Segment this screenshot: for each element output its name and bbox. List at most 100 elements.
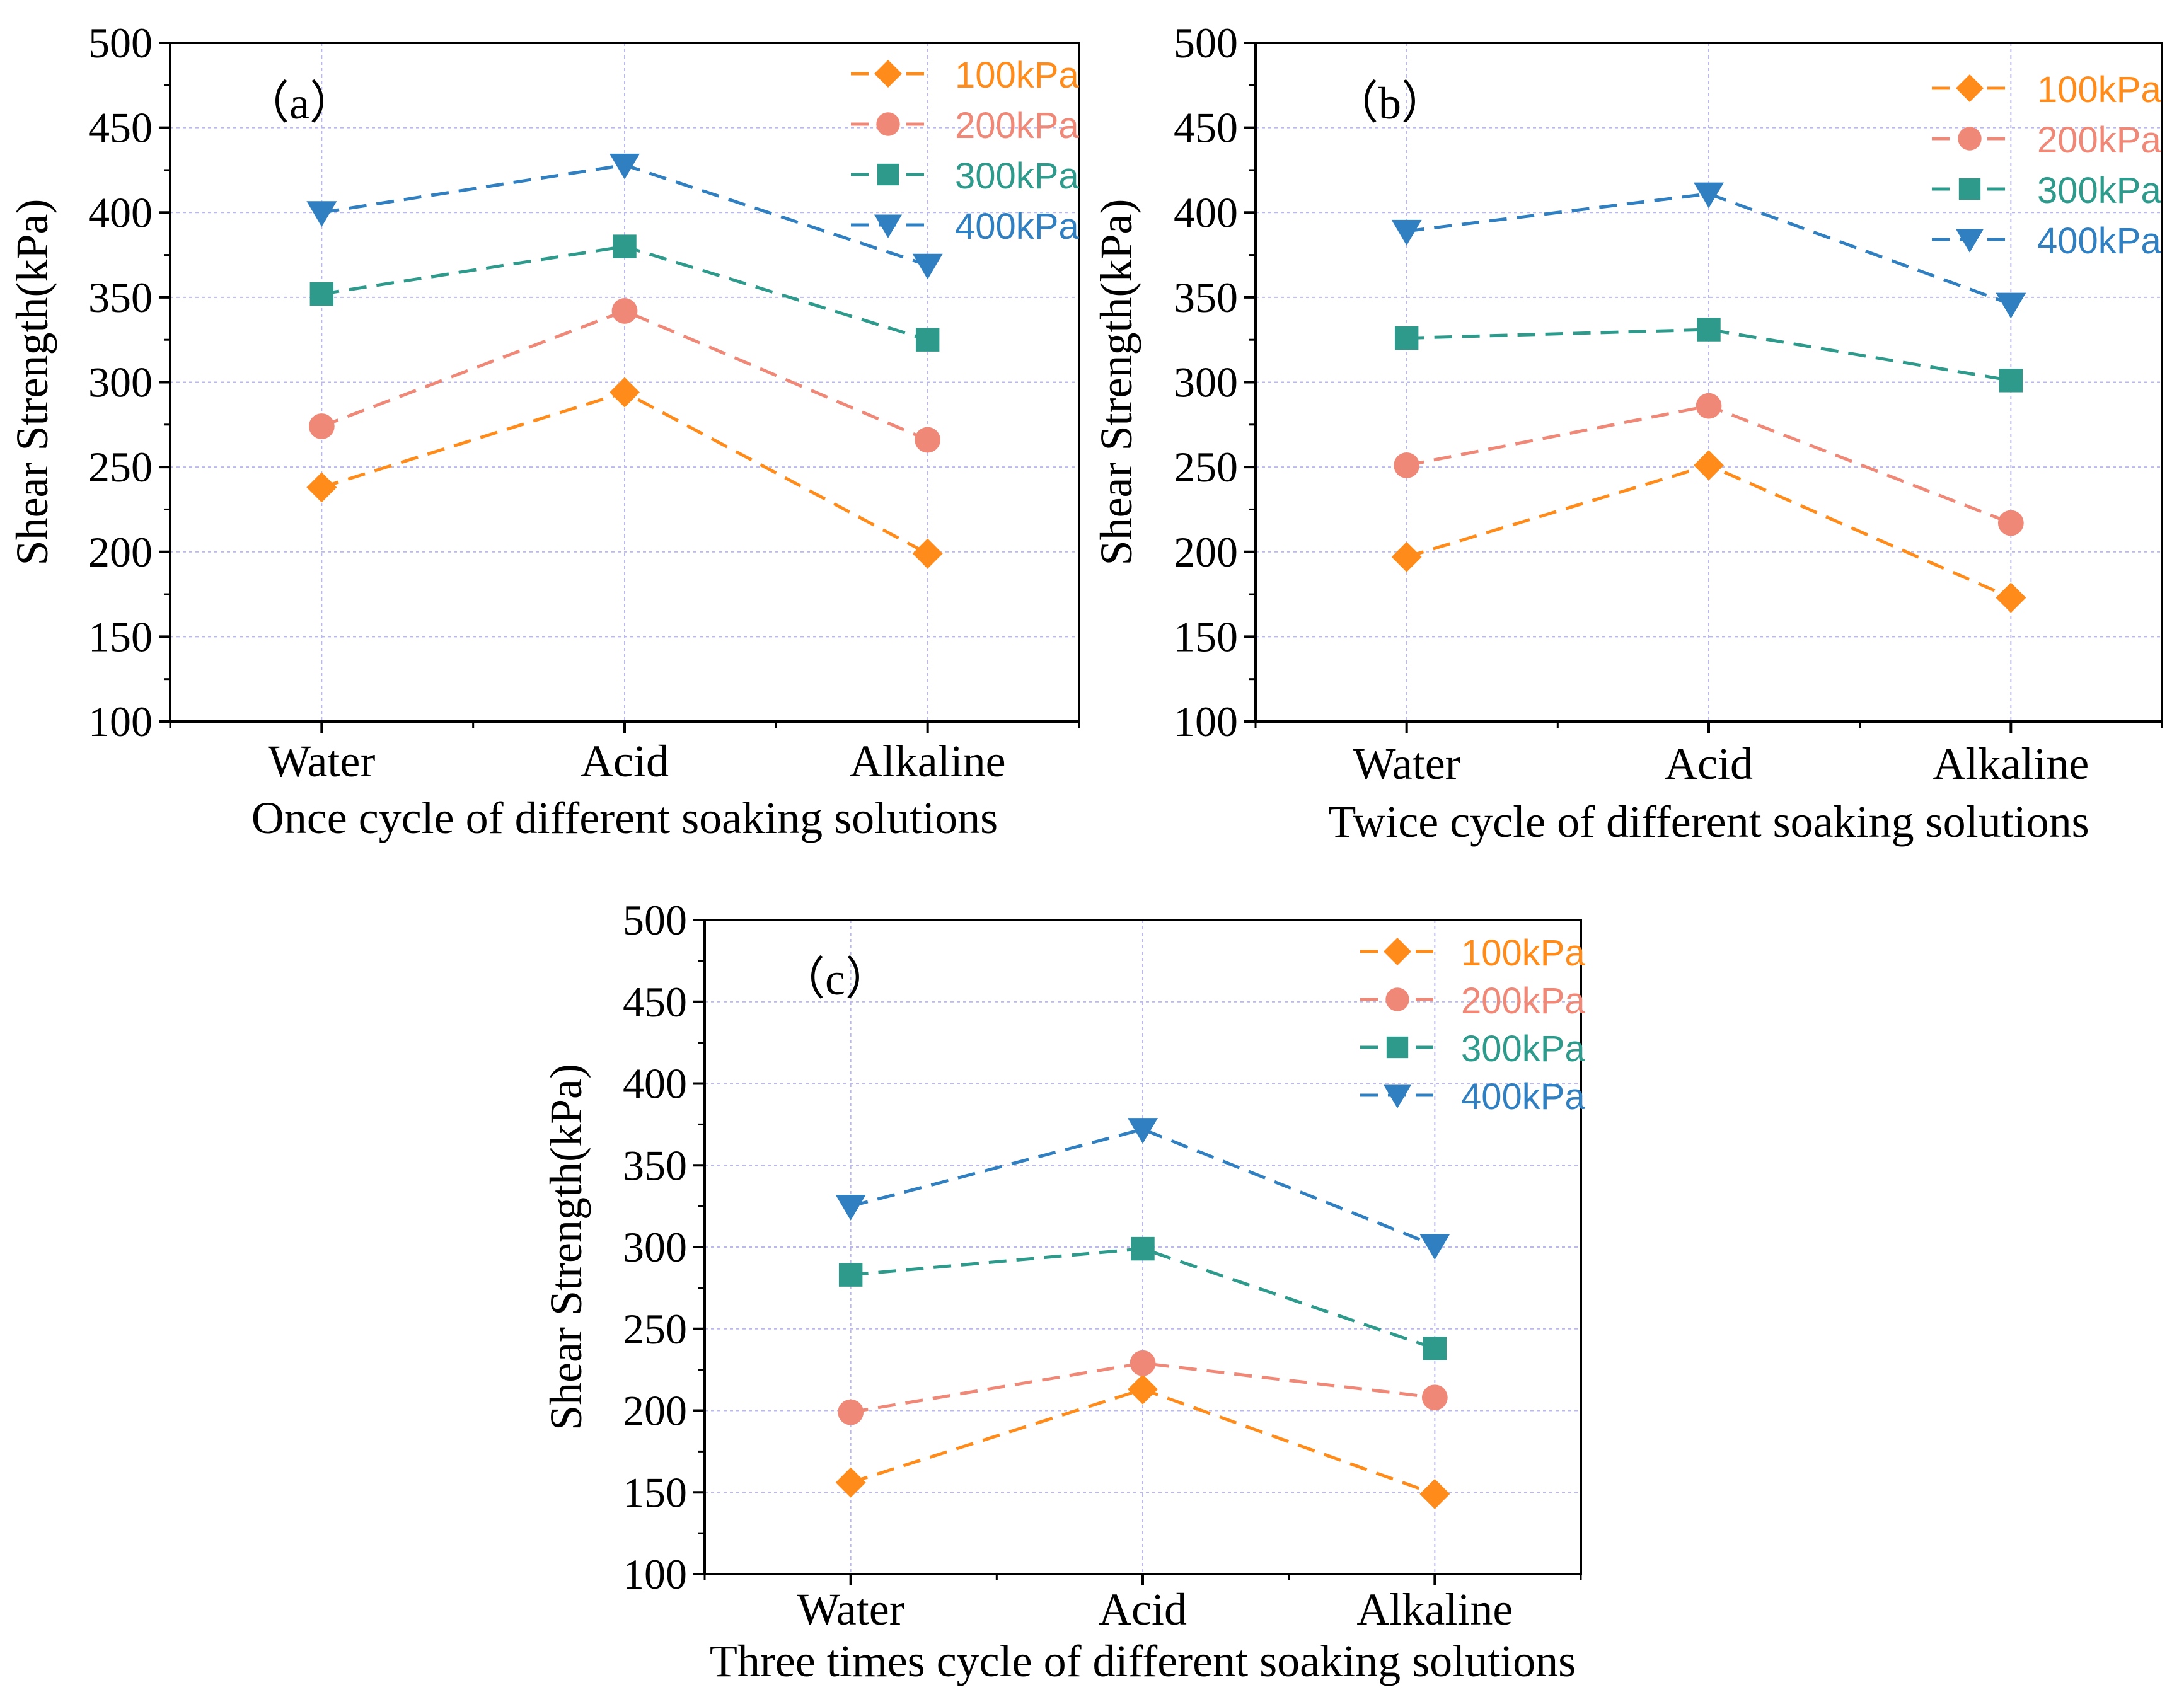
series-300kPa (309, 234, 940, 352)
series-100kPa (306, 377, 943, 569)
data-point (1128, 1374, 1158, 1405)
y-tick-label: 200 (1174, 528, 1238, 576)
y-tick-label: 100 (623, 1550, 687, 1598)
data-point (1997, 510, 2024, 536)
legend-label: 100kPa (955, 55, 1079, 96)
legend-marker (1386, 1036, 1409, 1059)
y-tick-label: 200 (88, 528, 153, 576)
data-point (835, 1467, 866, 1498)
legend-entry: 200kPa (1360, 981, 1585, 1021)
x-axis: Water Acid Alkaline (169, 722, 1080, 786)
x-tick-label: Water (268, 736, 375, 786)
data-point (308, 413, 335, 439)
data-point (610, 377, 640, 408)
legend-marker (874, 214, 902, 238)
y-tick-label: 350 (88, 273, 153, 321)
grid (170, 43, 1079, 722)
legend-label: 300kPa (2037, 170, 2161, 211)
legend-marker (1958, 127, 1982, 151)
data-point (1391, 219, 1422, 246)
data-point (1391, 541, 1422, 572)
y-tick-label: 150 (88, 613, 153, 660)
series-line (850, 1127, 1436, 1247)
data-point (912, 538, 943, 569)
data-point (1419, 1234, 1450, 1260)
series-100kPa (835, 1374, 1450, 1509)
data-point (838, 1399, 864, 1425)
series-300kPa (838, 1236, 1447, 1360)
panel-label: （b） (1333, 78, 1447, 129)
data-point (1694, 450, 1724, 481)
legend-marker (1956, 74, 1984, 102)
y-tick-label: 450 (623, 978, 687, 1026)
x-tick-label: Acid (1665, 739, 1753, 789)
x-tick-label: Water (797, 1584, 904, 1635)
data-point (306, 201, 337, 227)
data-point (1394, 452, 1420, 478)
legend-marker (1956, 229, 1984, 253)
legend-entry: 400kPa (851, 206, 1079, 247)
legend-entry: 400kPa (1360, 1076, 1585, 1117)
data-point (915, 328, 940, 352)
legend-marker (1958, 178, 1981, 200)
legend-label: 100kPa (1461, 933, 1585, 974)
data-point (611, 298, 638, 324)
panel-label: （a） (244, 78, 355, 129)
x-axis: Water Acid Alkaline (1254, 722, 2163, 789)
legend-entry: 100kPa (1360, 933, 1585, 974)
series-200kPa (1394, 393, 2024, 536)
legend-entry: 200kPa (851, 105, 1079, 146)
y-tick-label: 400 (623, 1060, 687, 1108)
y-tick-label: 350 (1174, 273, 1238, 321)
legend-label: 400kPa (955, 206, 1079, 247)
data-point (1423, 1337, 1447, 1360)
data-point (915, 427, 941, 453)
legend-entry: 300kPa (851, 156, 1079, 197)
data-point (1130, 1350, 1156, 1376)
legend-marker (1384, 938, 1411, 965)
y-tick-label: 250 (1174, 443, 1238, 491)
y-tick-label: 400 (1174, 188, 1238, 236)
data-point (1394, 326, 1419, 350)
series-line (850, 1361, 1435, 1414)
y-tick-label: 450 (88, 104, 153, 152)
legend-marker (1384, 1084, 1411, 1108)
y-tick-label: 500 (623, 896, 687, 944)
y-tick-label: 500 (88, 19, 153, 67)
y-tick-label: 200 (623, 1387, 687, 1435)
legend-marker (874, 60, 902, 88)
legend-entry: 100kPa (1932, 69, 2161, 110)
x-tick-label: Acid (1099, 1584, 1187, 1635)
legend-marker (1385, 987, 1409, 1011)
y-tick-label: 150 (623, 1468, 687, 1516)
legend-label: 400kPa (1461, 1076, 1585, 1117)
legend-entry: 200kPa (1932, 120, 2161, 161)
x-axis-title: Once cycle of different soaking solution… (251, 793, 998, 843)
legend-label: 100kPa (2037, 69, 2161, 110)
y-tick-label: 300 (88, 359, 153, 406)
series-line (1406, 328, 2011, 383)
y-tick-label: 250 (623, 1305, 687, 1353)
y-tick-label: 100 (88, 698, 153, 745)
y-tick-label: 500 (1174, 19, 1238, 67)
y-tick-label: 250 (88, 443, 153, 491)
data-point (1996, 292, 2026, 319)
panel-b: 100 150 200 250 300 350 400 450 500 Water Acid Alka… (1091, 19, 2163, 847)
data-point (1696, 393, 1722, 419)
data-point (309, 282, 334, 306)
data-point (1419, 1478, 1450, 1509)
legend-label: 200kPa (2037, 120, 2161, 161)
y-tick-label: 450 (1174, 104, 1238, 152)
legend-label: 200kPa (1461, 981, 1585, 1021)
legend-label: 200kPa (955, 105, 1079, 146)
data-point (610, 153, 640, 180)
legend-label: 300kPa (1461, 1028, 1585, 1069)
data-point (1996, 582, 2026, 613)
series-300kPa (1394, 318, 2023, 393)
x-tick-label: Alkaline (1356, 1584, 1513, 1635)
y-tick-label: 350 (623, 1141, 687, 1189)
y-axis: 100 150 200 250 300 350 400 450 500 (88, 19, 170, 745)
y-tick-label: 300 (623, 1223, 687, 1271)
